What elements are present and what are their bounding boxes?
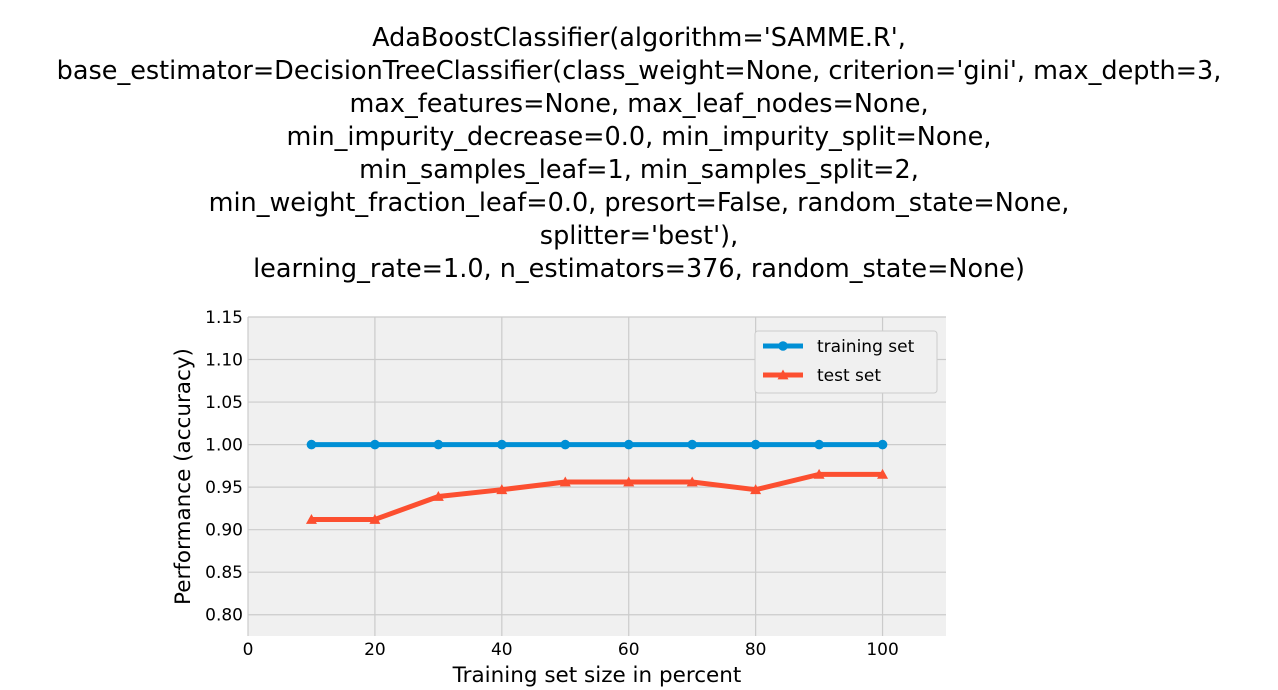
x-tick-label: 80 (745, 640, 767, 660)
data-point (623, 476, 635, 487)
y-tick-label: 0.90 (205, 521, 243, 541)
legend-label: test set (817, 366, 881, 386)
data-point (559, 476, 571, 487)
x-tick-label: 60 (618, 640, 640, 660)
data-point (432, 490, 444, 501)
series-test-set (305, 468, 889, 524)
legend: training set test set (754, 330, 938, 394)
legend-label: training set (817, 337, 915, 357)
legend-marker (778, 341, 788, 351)
x-axis-label: Training set size in percent (452, 663, 742, 688)
y-tick-label: 0.80 (205, 606, 243, 626)
y-axis-ticks: 0.80 0.85 0.90 0.95 1.00 1.05 1.10 1.15 (205, 308, 243, 626)
chart-title-line: base_estimator=DecisionTreeClassifier(cl… (57, 56, 1222, 86)
y-tick-label: 0.95 (205, 478, 243, 498)
data-point (560, 439, 571, 450)
y-tick-label: 0.85 (205, 563, 243, 583)
series (305, 439, 889, 524)
chart-title-line: min_weight_fraction_leaf=0.0, presort=Fa… (209, 188, 1070, 218)
data-point (497, 439, 507, 450)
data-point (686, 476, 698, 487)
data-point (433, 439, 444, 450)
legend-item: test set (763, 366, 881, 386)
chart-title-line: learning_rate=1.0, n_estimators=376, ran… (253, 254, 1025, 284)
y-tick-label: 1.10 (205, 351, 243, 371)
chart-title: AdaBoostClassifier(algorithm='SAMME.R',b… (57, 23, 1222, 284)
data-point (750, 484, 762, 495)
y-tick-label: 1.05 (205, 393, 243, 413)
data-point (496, 484, 508, 495)
data-point (877, 468, 889, 479)
chart-title-line: min_samples_leaf=1, min_samples_split=2, (359, 155, 919, 185)
data-point (370, 439, 380, 450)
data-point (813, 468, 825, 479)
y-tick-label: 1.15 (205, 308, 243, 328)
chart-title-line: AdaBoostClassifier(algorithm='SAMME.R', (372, 23, 906, 53)
x-tick-label: 0 (243, 640, 254, 660)
x-tick-label: 20 (364, 640, 386, 660)
x-tick-label: 40 (491, 640, 513, 660)
x-axis-ticks: 0 20 40 60 80 100 (243, 640, 899, 660)
series-line (308, 471, 886, 522)
data-point (750, 439, 761, 450)
chart-title-line: splitter='best'), (540, 221, 738, 251)
data-point (687, 439, 697, 450)
series-training-set (306, 439, 888, 450)
chart-title-line: max_features=None, max_leaf_nodes=None, (349, 89, 928, 119)
y-axis-label: Performance (accuracy) (171, 348, 196, 605)
legend-item: training set (763, 337, 915, 357)
data-point (814, 439, 824, 450)
y-tick-label: 1.00 (205, 436, 243, 456)
legend-marker (777, 369, 789, 380)
data-point (877, 439, 888, 450)
chart-title-line: min_impurity_decrease=0.0, min_impurity_… (287, 122, 992, 152)
data-point (305, 513, 317, 524)
data-point (306, 439, 317, 450)
data-point (369, 513, 381, 524)
data-point (623, 439, 634, 450)
x-tick-label: 100 (866, 640, 898, 660)
